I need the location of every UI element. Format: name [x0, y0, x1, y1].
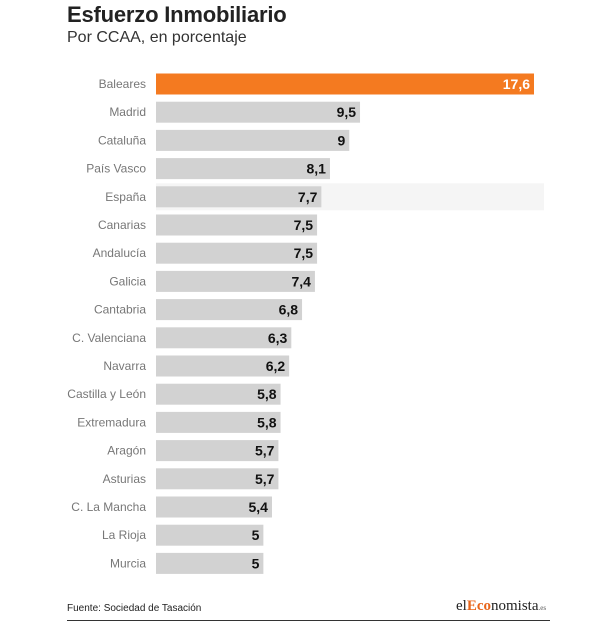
- bar-extremadura: [156, 411, 281, 433]
- source-note: Fuente: Sociedad de Tasación: [67, 603, 202, 614]
- bar-cataluna: [156, 129, 350, 151]
- value-label-madrid: 9,5: [337, 104, 357, 120]
- value-label-asturias: 5,7: [255, 471, 275, 487]
- value-label-navarra: 6,2: [266, 358, 286, 374]
- category-label-aragon: Aragón: [107, 444, 146, 458]
- value-label-andalucia: 7,5: [294, 245, 314, 261]
- category-label-c-valenciana: C. Valenciana: [72, 331, 146, 345]
- bar-cantabria: [156, 299, 303, 321]
- bar-madrid: [156, 101, 361, 123]
- category-label-extremadura: Extremadura: [77, 415, 146, 429]
- category-label-madrid: Madrid: [109, 105, 146, 119]
- category-label-murcia: Murcia: [110, 556, 146, 570]
- category-label-la-rioja: La Rioja: [102, 528, 146, 542]
- category-label-galicia: Galicia: [109, 274, 146, 288]
- value-label-c-la-mancha: 5,4: [249, 499, 269, 515]
- value-label-aragon: 5,7: [255, 443, 275, 459]
- logo-prefix: el: [456, 598, 467, 614]
- logo-suffix: .es: [538, 604, 547, 612]
- category-label-c-la-mancha: C. La Mancha: [71, 500, 146, 514]
- bar-canarias: [156, 214, 318, 236]
- bar-castilla-y-leon: [156, 383, 281, 405]
- value-label-c-valenciana: 6,3: [268, 330, 288, 346]
- value-label-cataluna: 9: [337, 132, 345, 148]
- value-label-baleares: 17,6: [503, 76, 530, 92]
- bar-aragon: [156, 440, 279, 462]
- value-label-espana: 7,7: [298, 189, 318, 205]
- bar-asturias: [156, 468, 279, 490]
- category-label-pais-vasco: País Vasco: [86, 162, 146, 176]
- value-label-extremadura: 5,8: [257, 414, 277, 430]
- category-label-asturias: Asturias: [103, 472, 146, 486]
- chart-subtitle: Por CCAA, en porcentaje: [67, 29, 247, 46]
- logo-accent: Eco: [466, 598, 491, 614]
- category-label-cantabria: Cantabria: [94, 303, 146, 317]
- value-label-pais-vasco: 8,1: [306, 161, 326, 177]
- bar-andalucia: [156, 242, 318, 264]
- value-label-murcia: 5: [252, 555, 260, 571]
- value-label-canarias: 7,5: [294, 217, 314, 233]
- bar-chart: Baleares Madrid Cataluña País Vasco España Ca…: [67, 73, 534, 574]
- bar-navarra: [156, 355, 290, 377]
- bar-c-valenciana: [156, 327, 292, 349]
- category-label-andalucia: Andalucía: [93, 246, 147, 260]
- value-label-galicia: 7,4: [291, 273, 311, 289]
- bar-murcia: [156, 552, 264, 574]
- chart-title: Esfuerzo Inmobiliario: [67, 2, 287, 27]
- category-label-espana: España: [105, 190, 146, 204]
- bar-pais-vasco: [156, 158, 330, 180]
- bar-baleares: [156, 73, 534, 95]
- bar-c-la-mancha: [156, 496, 272, 518]
- bar-la-rioja: [156, 524, 264, 546]
- bar-galicia: [156, 270, 315, 292]
- value-label-cantabria: 6,8: [279, 302, 299, 318]
- bar-espana: [156, 186, 322, 208]
- category-label-canarias: Canarias: [98, 218, 146, 232]
- category-label-baleares: Baleares: [99, 77, 146, 91]
- value-label-castilla-y-leon: 5,8: [257, 386, 277, 402]
- category-label-castilla-y-leon: Castilla y León: [67, 387, 146, 401]
- publisher-logo: elEconomista.es: [456, 598, 546, 615]
- logo-rest: nomista: [491, 598, 539, 614]
- bars-layer: [156, 73, 534, 574]
- category-label-navarra: Navarra: [103, 359, 146, 373]
- category-labels-layer: Baleares Madrid Cataluña País Vasco España Ca…: [67, 77, 146, 570]
- footer-divider: [67, 620, 550, 621]
- category-label-cataluna: Cataluña: [98, 133, 146, 147]
- value-labels-layer: 17,6 9,5 9 8,1 7,7 7,5 7,5 7,4 6,8 6,3 6,2 5,8 5,8 5,…: [249, 76, 531, 571]
- value-label-la-rioja: 5: [252, 527, 260, 543]
